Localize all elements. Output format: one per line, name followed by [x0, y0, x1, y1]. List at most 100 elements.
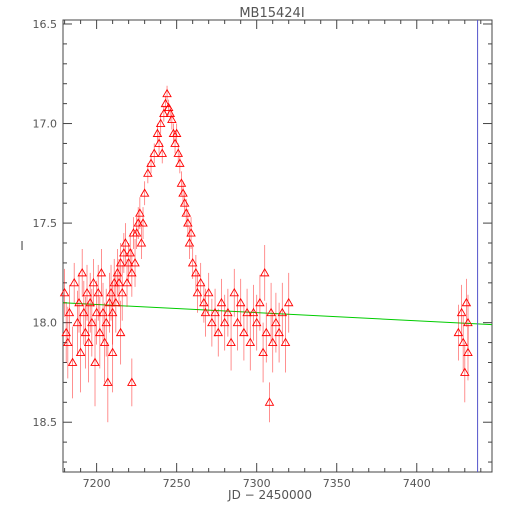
triangle-marker [255, 297, 265, 307]
triangle-marker [63, 337, 73, 347]
data-point [64, 284, 75, 341]
data-point [154, 133, 164, 154]
data-point [115, 300, 126, 365]
triangle-marker [146, 158, 156, 167]
data-point [173, 143, 184, 164]
triangle-marker [143, 168, 153, 177]
triangle-marker [139, 188, 150, 197]
triangle-marker [213, 327, 224, 337]
triangle-marker [216, 297, 227, 307]
triangle-marker [245, 337, 256, 347]
triangle-marker [203, 287, 214, 297]
triangle-marker [266, 307, 276, 317]
data-point [168, 123, 179, 144]
triangle-marker [93, 287, 103, 297]
triangle-marker [88, 277, 99, 287]
triangle-marker [277, 307, 288, 317]
data-point [82, 264, 92, 321]
data-point [183, 209, 193, 238]
triangle-marker [136, 238, 147, 247]
data-point [117, 264, 128, 321]
triangle-marker [127, 377, 137, 386]
triangle-marker [120, 238, 131, 247]
data-point [271, 292, 281, 353]
triangle-marker [82, 287, 92, 297]
triangle-marker [239, 327, 249, 337]
data-point [157, 143, 168, 164]
data-point [216, 278, 227, 327]
data-point [283, 272, 294, 333]
data-point [200, 288, 211, 337]
data-point [460, 342, 470, 403]
triangle-marker [171, 128, 182, 137]
triangle-marker [242, 307, 252, 317]
triangle-marker [87, 317, 97, 327]
triangle-marker [103, 377, 113, 386]
data-point [111, 272, 121, 333]
y-tick-label: 18.0 [33, 317, 58, 330]
data-point [458, 314, 468, 371]
data-point [461, 278, 472, 327]
triangle-marker [463, 347, 473, 356]
data-point [213, 308, 224, 357]
triangle-marker [183, 218, 193, 227]
data-point [199, 282, 209, 323]
triangle-marker [235, 297, 246, 307]
data-point [88, 258, 99, 307]
triangle-marker [210, 307, 220, 317]
data-point [63, 306, 73, 379]
triangle-marker [162, 88, 172, 98]
data-point [223, 288, 233, 337]
triangle-marker [280, 337, 291, 347]
data-point [138, 207, 148, 240]
triangle-marker [135, 208, 145, 217]
triangle-marker [80, 327, 91, 337]
triangle-marker [115, 258, 126, 267]
triangle-marker [248, 307, 259, 317]
triangle-marker [261, 327, 272, 337]
triangle-marker [152, 128, 163, 137]
data-point [187, 246, 198, 279]
triangle-marker [138, 218, 148, 227]
y-tick-label: 17.0 [33, 118, 58, 131]
data-point [267, 312, 278, 373]
data-point [75, 312, 86, 393]
triangle-marker [283, 297, 294, 307]
data-point [67, 326, 78, 399]
data-point [159, 105, 169, 122]
y-tick-label: 18.5 [33, 416, 58, 429]
data-point [239, 304, 249, 361]
data-point [77, 248, 87, 297]
triangle-marker [187, 258, 198, 267]
data-point [90, 318, 100, 407]
data-point [207, 298, 217, 347]
data-point [261, 302, 272, 363]
data-point [264, 382, 275, 423]
triangle-marker [460, 367, 470, 376]
triangle-marker [167, 114, 177, 124]
data-point [125, 233, 136, 273]
triangle-marker [95, 327, 105, 337]
data-point [119, 233, 129, 273]
x-tick-label: 7200 [83, 477, 111, 490]
data-point [167, 109, 177, 130]
triangle-marker [127, 267, 137, 277]
x-axis-label: JD − 2450000 [227, 488, 312, 502]
triangle-marker [111, 297, 121, 307]
triangle-marker [115, 327, 126, 337]
data-point [251, 294, 262, 351]
data-point [266, 282, 276, 343]
data-point [74, 272, 84, 333]
triangle-marker [219, 317, 230, 327]
data-point [280, 312, 291, 373]
triangle-marker [175, 158, 185, 167]
triangle-marker [67, 357, 78, 366]
data-point [229, 268, 240, 317]
data-point [96, 248, 107, 297]
data-point [453, 304, 464, 361]
data-point [259, 245, 270, 301]
triangle-marker [59, 287, 70, 297]
triangle-marker [267, 337, 278, 347]
data-point [456, 284, 467, 341]
data-point [226, 314, 236, 371]
